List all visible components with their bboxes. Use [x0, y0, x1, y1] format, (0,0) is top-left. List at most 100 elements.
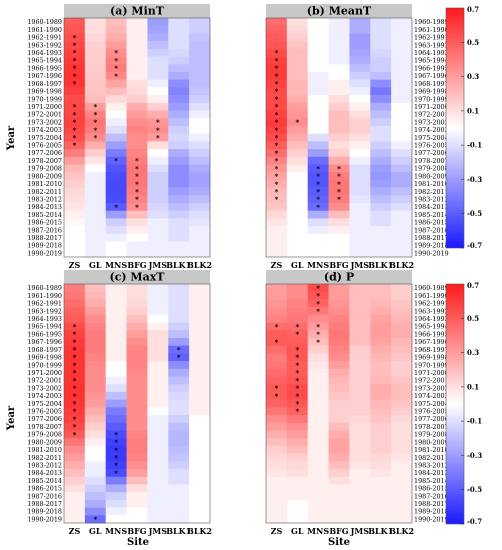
y-tick-label: 1968-1997 — [27, 346, 62, 354]
heatmap-cell — [64, 453, 86, 462]
y-tick-label: 1960-1989 — [27, 284, 62, 292]
heatmap-cell — [84, 18, 107, 27]
heatmap-cell — [266, 314, 288, 323]
heatmap-cell — [105, 499, 127, 508]
significance-marker: * — [93, 126, 97, 135]
heatmap-cell — [391, 353, 413, 362]
heatmap-cell — [168, 41, 190, 50]
significance-marker: * — [135, 172, 139, 181]
heatmap-cell — [189, 249, 211, 258]
significance-marker: * — [337, 164, 341, 173]
heatmap-cell — [286, 25, 309, 34]
heatmap-cell — [328, 233, 350, 242]
heatmap-cell — [370, 164, 392, 173]
heatmap-cell — [286, 476, 309, 485]
heatmap-cell — [391, 156, 413, 165]
y-tick-label: 1977-2006 — [27, 149, 62, 157]
heatmap-cell — [266, 492, 288, 501]
heatmap-cell — [266, 41, 288, 50]
heatmap-cell — [147, 149, 169, 158]
heatmap-cell — [349, 422, 371, 431]
heatmap-cell — [391, 210, 413, 219]
x-tick-label: BFG — [127, 260, 146, 270]
y-tick-label: 1981-2010 — [414, 446, 449, 454]
heatmap-cell — [168, 102, 190, 111]
heatmap-cell — [64, 18, 86, 27]
x-tick-label: BLK2 — [187, 260, 212, 270]
heatmap-cell — [189, 25, 211, 34]
y-tick-label: 1986-2015 — [27, 219, 62, 227]
heatmap-cell — [84, 376, 107, 385]
heatmap-cell — [349, 133, 371, 142]
heatmap-cell — [168, 299, 190, 308]
heatmap-cell — [189, 226, 211, 235]
heatmap-cell — [328, 376, 350, 385]
heatmap-cell — [105, 156, 127, 165]
heatmap-cell — [349, 79, 371, 88]
heatmap-cell — [349, 391, 371, 400]
y-tick-label: 1971-2000 — [27, 369, 62, 377]
heatmap-cell — [84, 461, 107, 470]
colorbar-tick-label: -0.3 — [467, 175, 482, 184]
heatmap-cell — [328, 399, 350, 408]
heatmap-cell — [105, 314, 127, 323]
heatmap-cell — [64, 241, 86, 250]
heatmap-cell — [126, 25, 148, 34]
heatmap-cell — [328, 407, 350, 416]
colorbar-tick-label: -0.7 — [467, 241, 482, 250]
heatmap-cell — [105, 210, 127, 219]
heatmap-cell — [328, 361, 350, 370]
heatmap-cell — [349, 314, 371, 323]
y-tick-label: 1986-2015 — [414, 485, 449, 493]
heatmap-cell — [328, 141, 350, 150]
heatmap-cell — [286, 314, 309, 323]
y-tick-label: 1975-2004 — [414, 400, 449, 408]
heatmap-cell — [126, 453, 148, 462]
heatmap-cell — [391, 164, 413, 173]
heatmap-cell — [105, 391, 127, 400]
heatmap-cell — [370, 133, 392, 142]
heatmap-cell — [266, 384, 288, 393]
heatmap-cell — [328, 187, 350, 196]
colorbar-tick-label: 0.7 — [467, 5, 479, 14]
significance-marker: * — [275, 164, 279, 173]
heatmap-cell — [286, 299, 309, 308]
heatmap-cell — [84, 226, 107, 235]
heatmap-cell — [391, 438, 413, 447]
significance-marker: * — [73, 126, 77, 135]
heatmap-cell — [84, 118, 107, 127]
heatmap-cell — [105, 337, 127, 346]
significance-marker: * — [73, 110, 77, 119]
heatmap-cell — [286, 71, 309, 80]
heatmap-cell — [307, 172, 329, 181]
heatmap-cell — [328, 391, 350, 400]
heatmap-cell — [168, 226, 190, 235]
heatmap-cell — [286, 125, 309, 134]
heatmap-cell — [370, 25, 392, 34]
heatmap-cell — [147, 368, 169, 377]
heatmap-cell — [349, 241, 371, 250]
heatmap-cell — [307, 102, 329, 111]
heatmap-cell — [266, 322, 288, 331]
y-tick-label: 1979-2008 — [414, 431, 449, 439]
heatmap-cell — [105, 507, 127, 516]
heatmap-cell — [286, 179, 309, 188]
heatmap-cell — [328, 41, 350, 50]
y-tick-label: 1973-2002 — [414, 384, 449, 392]
heatmap-cell — [349, 210, 371, 219]
heatmap-cell — [370, 241, 392, 250]
heatmap-cell — [126, 368, 148, 377]
heatmap-cell — [147, 507, 169, 516]
heatmap-cell — [286, 361, 309, 370]
heatmap-cell — [349, 507, 371, 516]
heatmap-cell — [147, 492, 169, 501]
y-tick-label: 1975-2004 — [414, 134, 449, 142]
y-tick-label: 1972-2001 — [27, 377, 62, 385]
heatmap-cell — [266, 172, 288, 181]
heatmap-cell — [328, 172, 350, 181]
heatmap-cell — [307, 241, 329, 250]
heatmap-cell — [105, 187, 127, 196]
heatmap-cell — [64, 118, 86, 127]
heatmap-cell — [286, 233, 309, 242]
significance-marker: * — [73, 400, 77, 409]
